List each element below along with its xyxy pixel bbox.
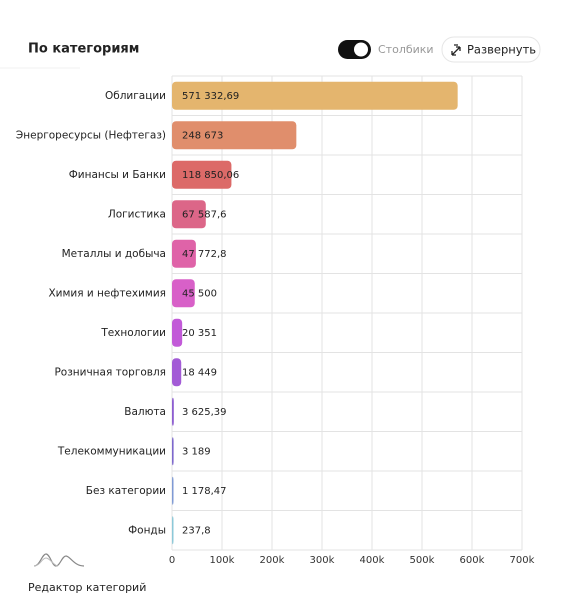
value-label: 118 850,06 xyxy=(182,170,239,181)
y-tick-label: Финансы и Банки xyxy=(69,169,166,181)
bar xyxy=(172,476,174,505)
value-label: 47 772,8 xyxy=(182,249,227,260)
y-tick-label: Технологии xyxy=(100,327,166,339)
y-tick-label: Без категории xyxy=(86,485,166,497)
bar xyxy=(172,516,174,545)
y-tick-label: Облигации xyxy=(105,90,166,102)
bar xyxy=(172,318,183,347)
bar xyxy=(172,121,297,150)
x-tick-label: 200k xyxy=(260,555,285,566)
value-label: 20 351 xyxy=(182,328,217,339)
y-tick-label: Валюта xyxy=(124,406,166,418)
button-label[interactable]: Развернуть xyxy=(467,43,536,57)
x-tick-label: 600k xyxy=(460,555,485,566)
value-label: 3 189 xyxy=(182,446,211,457)
y-tick-label: Энергоресурсы (Нефтегаз) xyxy=(16,129,166,141)
bar xyxy=(172,279,195,308)
editor-icon[interactable] xyxy=(33,553,85,567)
value-label: 3 625,39 xyxy=(182,407,227,418)
value-label: 237,8 xyxy=(182,525,211,536)
toggle[interactable] xyxy=(338,40,371,59)
x-tick-label: 700k xyxy=(510,555,535,566)
value-label: 18 449 xyxy=(182,367,217,378)
bar xyxy=(172,160,232,189)
bar xyxy=(172,437,174,466)
x-tick-label: 0 xyxy=(169,555,175,566)
y-tick-label: Фонды xyxy=(128,524,166,536)
bar xyxy=(172,358,182,387)
value-label: 1 178,47 xyxy=(182,486,227,497)
bar xyxy=(172,200,206,229)
value-label: 248 673 xyxy=(182,130,223,141)
toggle-knob[interactable] xyxy=(354,42,368,57)
expand-icon[interactable] xyxy=(451,44,461,56)
x-tick-label: 300k xyxy=(310,555,335,566)
y-tick-label: Телекоммуникации xyxy=(57,445,166,457)
value-label: 67 587,6 xyxy=(182,209,227,220)
chart-title: По категориям xyxy=(28,42,139,57)
editor-link[interactable]: Редактор категорий xyxy=(28,581,146,594)
button-bg[interactable] xyxy=(441,36,541,63)
editor-icon[interactable] xyxy=(33,557,59,567)
bar xyxy=(172,81,458,110)
y-tick-label: Металлы и добыча xyxy=(62,248,166,260)
toggle-label[interactable]: Столбики xyxy=(378,43,434,56)
y-tick-label: Химия и нефтехимия xyxy=(48,287,166,299)
value-label: 45 500 xyxy=(182,288,217,299)
y-tick-label: Розничная торговля xyxy=(54,366,166,378)
bar xyxy=(172,397,174,426)
value-label: 571 332,69 xyxy=(182,91,239,102)
x-tick-label: 500k xyxy=(410,555,435,566)
bar xyxy=(172,239,196,268)
x-tick-label: 400k xyxy=(360,555,385,566)
expand-button[interactable]: Развернуть xyxy=(441,36,541,63)
x-tick-label: 100k xyxy=(210,555,235,566)
y-tick-label: Логистика xyxy=(108,208,166,220)
